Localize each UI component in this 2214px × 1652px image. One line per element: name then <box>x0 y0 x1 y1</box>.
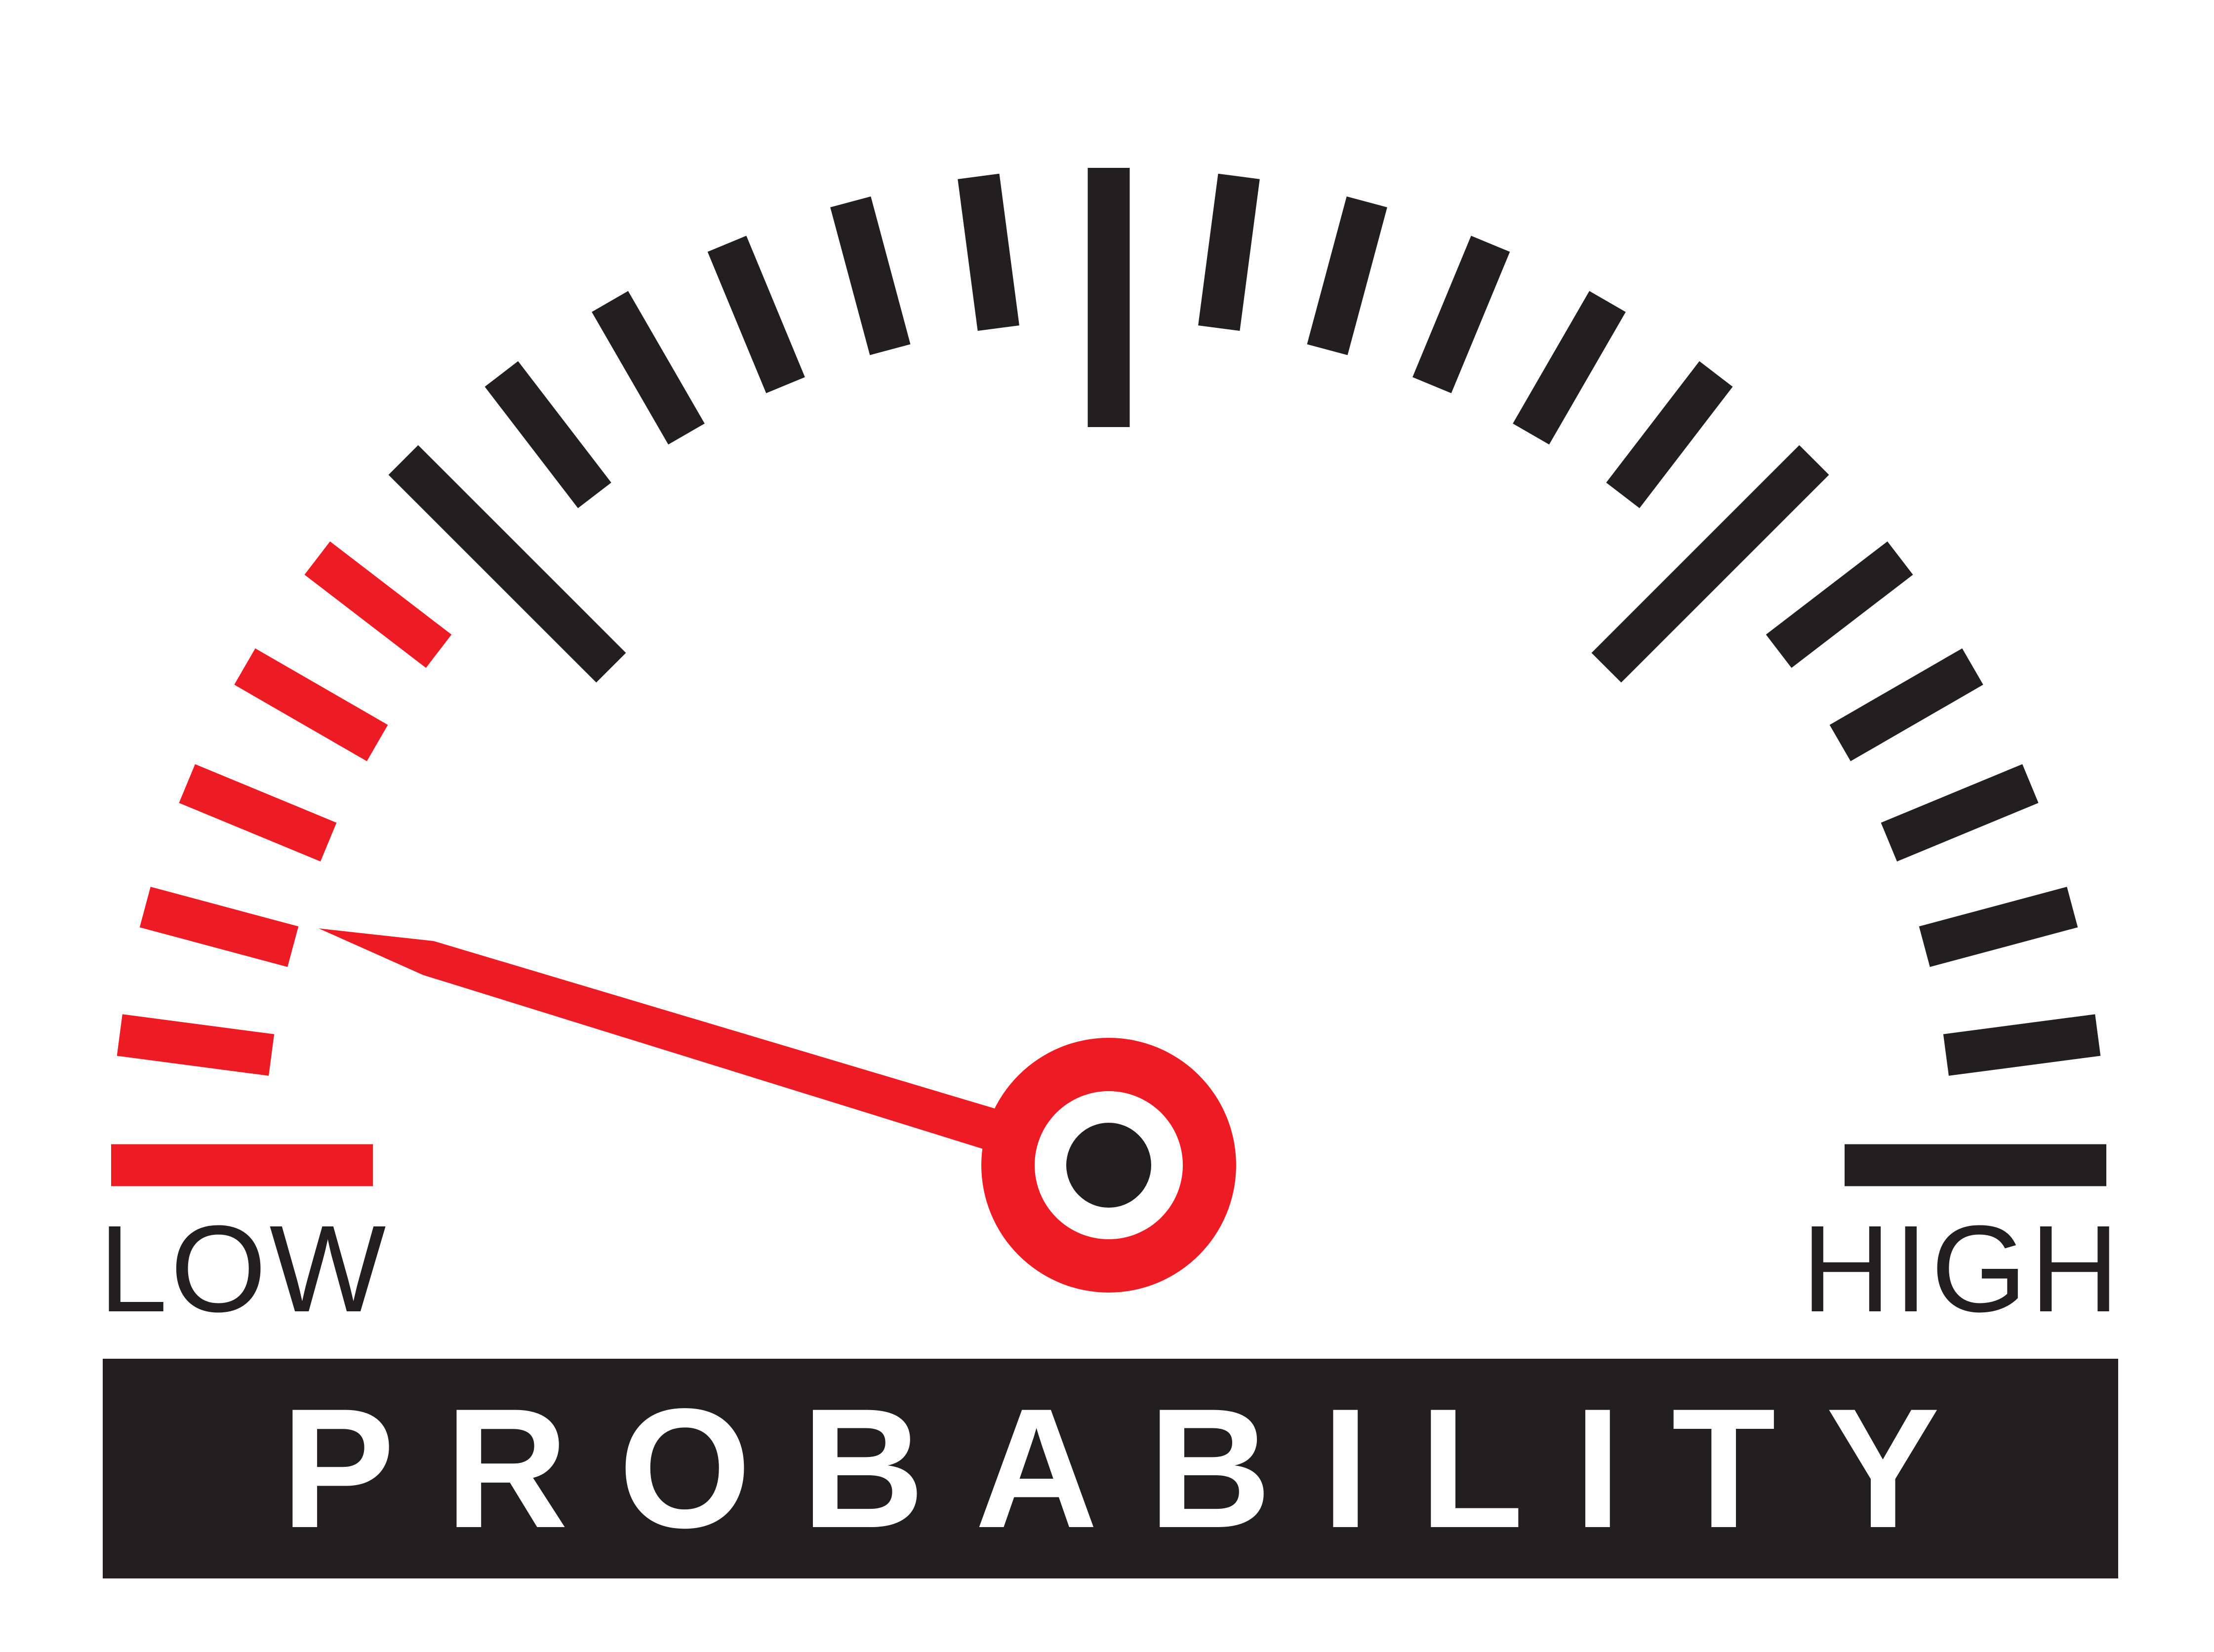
gauge-tick <box>484 361 611 509</box>
gauge-tick <box>830 196 911 355</box>
gauge-tick <box>1881 764 2039 862</box>
gauge-ticks <box>111 168 2106 1186</box>
gauge-tick-red <box>234 648 388 761</box>
gauge-tick <box>388 445 626 683</box>
gauge-tick <box>1845 1144 2106 1186</box>
gauge-tick-red <box>304 541 452 668</box>
gauge-tick <box>1307 196 1387 355</box>
gauge-tick <box>1513 291 1626 445</box>
gauge-tick <box>707 236 805 393</box>
title-banner: PROBABILITY <box>103 1359 2118 1578</box>
gauge-tick-red <box>117 1014 275 1076</box>
gauge-needle <box>319 928 1115 1186</box>
gauge-tick <box>1766 541 1913 668</box>
needle-pointer <box>319 928 1115 1186</box>
gauge-title: PROBABILITY <box>281 1374 1990 1564</box>
gauge-tick <box>1198 173 1260 331</box>
gauge-tick <box>1591 445 1829 683</box>
gauge-tick <box>1606 361 1733 509</box>
gauge-tick <box>958 173 1019 331</box>
gauge-tick-red <box>111 1144 373 1186</box>
gauge-tick <box>1412 236 1510 393</box>
gauge-tick <box>1829 648 1983 761</box>
hub-center-dot <box>1066 1123 1151 1208</box>
gauge-tick <box>1087 168 1130 427</box>
gauge-tick-red <box>179 764 337 862</box>
gauge-tick <box>1943 1014 2101 1076</box>
gauge-tick <box>592 291 705 445</box>
gauge-tick <box>1919 887 2078 967</box>
gauge-hub <box>981 1038 1236 1293</box>
low-label: LOW <box>99 1200 389 1337</box>
gauge-tick-red <box>139 887 299 967</box>
high-label: HIGH <box>1802 1200 2122 1337</box>
